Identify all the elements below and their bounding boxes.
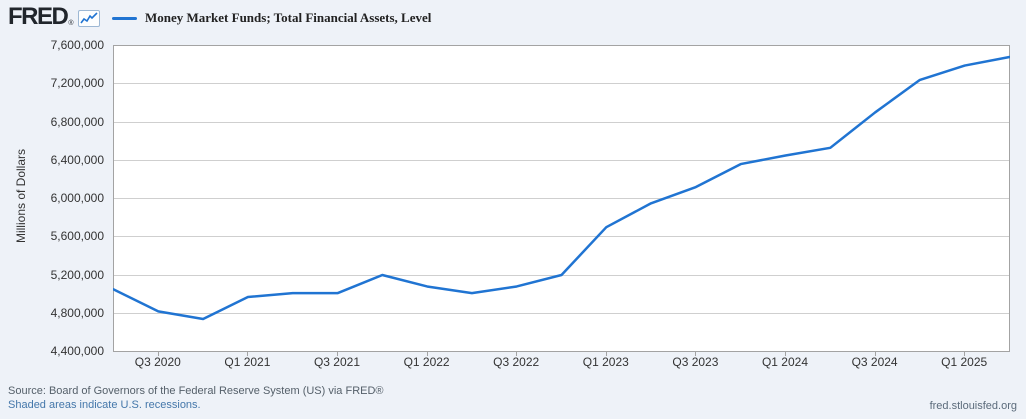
y-tick-label: 7,200,000 (50, 76, 104, 91)
site-url-link[interactable]: fred.stlouisfed.org (929, 400, 1017, 412)
x-tick-label: Q3 2023 (672, 355, 719, 369)
plot-area[interactable] (113, 45, 1010, 359)
y-tick-label: 6,800,000 (50, 114, 104, 129)
source-attribution: Source: Board of Governors of the Federa… (8, 385, 384, 397)
y-tick-label: 5,200,000 (50, 267, 104, 282)
x-tick-label: Q1 2024 (761, 355, 809, 369)
x-tick-label: Q3 2021 (313, 355, 361, 369)
x-tick-label: Q1 2021 (224, 355, 271, 369)
sparkline-icon (77, 10, 100, 27)
x-tick-label: Q1 2022 (403, 355, 450, 369)
x-tick-label: Q1 2023 (582, 355, 629, 369)
y-tick-label: 7,600,000 (50, 38, 104, 52)
registered-trademark-icon: ® (68, 20, 74, 27)
y-tick-label: 5,600,000 (50, 229, 104, 244)
legend-series-label: Money Market Funds; Total Financial Asse… (145, 10, 432, 25)
x-tick-label: Q3 2020 (134, 355, 181, 369)
y-tick-label: 6,400,000 (50, 152, 104, 167)
legend-line-swatch (112, 16, 137, 20)
y-tick-label: 4,800,000 (50, 305, 104, 320)
chart-legend: Money Market Funds; Total Financial Asse… (112, 10, 431, 26)
x-tick-label: Q3 2022 (493, 355, 540, 369)
fred-logo[interactable]: FRED ® (8, 5, 100, 29)
y-tick-label: 6,000,000 (50, 191, 104, 205)
y-tick-label: 4,400,000 (50, 344, 104, 358)
x-tick-label: Q3 2024 (851, 355, 898, 369)
recessions-note-link[interactable]: Shaded areas indicate U.S. recessions. (8, 399, 201, 411)
fred-logo-text: FRED (8, 3, 69, 30)
x-tick-label: Q1 2025 (941, 355, 988, 369)
